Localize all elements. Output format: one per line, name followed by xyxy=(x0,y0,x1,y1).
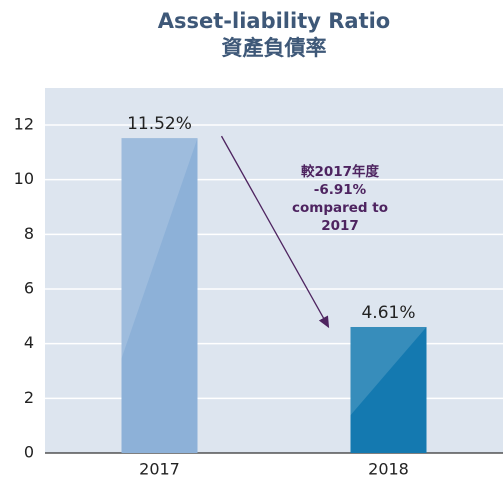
bar-highlight xyxy=(350,326,427,416)
value-label: 11.52% xyxy=(127,114,192,134)
x-tick-label: 2017 xyxy=(139,460,180,479)
y-tick-label: 8 xyxy=(24,224,34,243)
y-tick-label: 0 xyxy=(24,443,34,462)
x-tick-label: 2018 xyxy=(368,460,409,479)
annotation: -6.91% xyxy=(314,182,367,198)
y-tick-label: 4 xyxy=(24,333,34,352)
annotation: 較2017年度 xyxy=(301,163,380,180)
bar xyxy=(121,138,198,453)
y-tick-label: 6 xyxy=(24,279,34,298)
y-tick-label: 12 xyxy=(14,115,34,134)
bar-highlight xyxy=(121,138,198,359)
annotation: 2017 xyxy=(321,218,359,234)
y-tick-label: 10 xyxy=(14,169,34,188)
chart-subtitle: 資產負債率 xyxy=(222,36,327,60)
chart-title: Asset-liability Ratio xyxy=(158,9,391,33)
arrow xyxy=(220,135,330,329)
annotation: compared to xyxy=(292,200,388,216)
bar xyxy=(350,326,427,453)
value-label: 4.61% xyxy=(361,303,415,323)
plot-background xyxy=(45,88,503,453)
y-tick-label: 2 xyxy=(24,388,34,407)
